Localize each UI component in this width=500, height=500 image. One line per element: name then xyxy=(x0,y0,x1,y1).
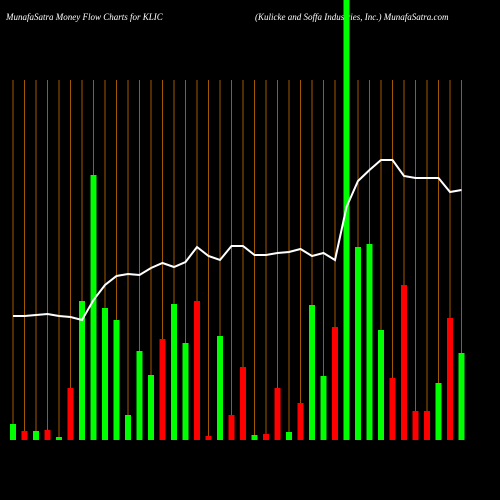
bar xyxy=(205,436,212,440)
bar xyxy=(56,437,62,440)
bar xyxy=(274,388,281,440)
bar xyxy=(412,411,419,440)
bar xyxy=(389,378,396,440)
bar xyxy=(435,383,442,440)
bar xyxy=(309,305,315,440)
chart-title: MunafaSatra Money Flow Charts for KLIC xyxy=(5,12,164,22)
bar xyxy=(320,376,327,440)
bar xyxy=(286,432,292,440)
bar xyxy=(159,339,166,440)
bar xyxy=(251,435,258,440)
bar xyxy=(113,320,120,440)
bar xyxy=(424,411,430,440)
bar xyxy=(194,301,200,440)
bar xyxy=(90,175,97,440)
bar xyxy=(102,308,108,440)
bar xyxy=(355,247,361,440)
bar xyxy=(447,318,453,440)
bar xyxy=(125,415,131,440)
chart-subtitle: (Kulicke and Soffa Industries, Inc.) Mun… xyxy=(255,12,449,22)
bar xyxy=(240,367,246,440)
bar xyxy=(148,375,154,440)
bar xyxy=(263,434,269,440)
bar xyxy=(401,285,407,440)
bar xyxy=(21,431,28,440)
bar xyxy=(458,353,465,440)
bar xyxy=(228,415,235,440)
bar xyxy=(297,403,304,440)
bar xyxy=(332,327,338,440)
bar xyxy=(378,330,384,440)
bar xyxy=(217,336,223,440)
bar xyxy=(343,0,350,440)
bar xyxy=(182,343,189,440)
bar xyxy=(67,388,74,440)
bar xyxy=(44,430,51,440)
bar xyxy=(10,424,16,440)
price-line xyxy=(13,159,462,322)
bar xyxy=(33,431,39,440)
bar xyxy=(171,304,177,440)
bar xyxy=(366,244,373,440)
bar xyxy=(136,351,143,440)
bar xyxy=(79,301,85,440)
